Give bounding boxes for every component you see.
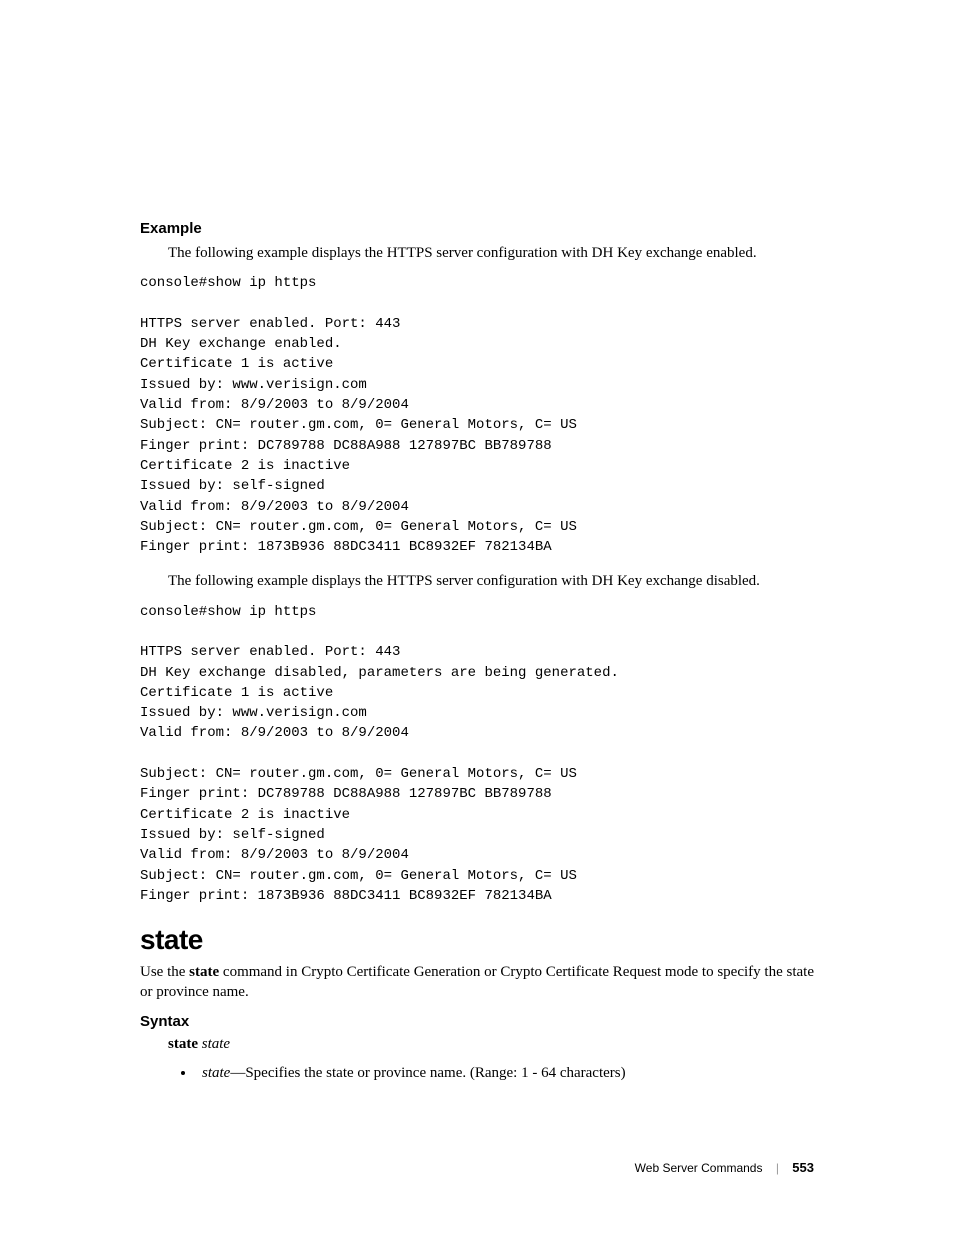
example-intro-2: The following example displays the HTTPS… [140,571,814,591]
syntax-line: state state [140,1036,814,1053]
state-desc-suffix: command in Crypto Certificate Generation… [140,964,814,1000]
example-code-1: console#show ip https HTTPS server enabl… [140,273,814,557]
footer-section-title: Web Server Commands [635,1161,763,1175]
parameter-list: state—Specifies the state or province na… [140,1063,814,1083]
example-intro-1: The following example displays the HTTPS… [140,243,814,263]
syntax-heading: Syntax [140,1013,814,1030]
example-code-2: console#show ip https HTTPS server enabl… [140,602,814,906]
page-content: Example The following example displays t… [0,0,954,1083]
footer-separator: | [776,1161,779,1175]
state-command-heading: state [140,924,814,956]
state-desc-bold: state [189,964,219,980]
syntax-keyword: state [168,1036,198,1052]
footer-page-number: 553 [792,1160,814,1175]
example-heading: Example [140,220,814,237]
parameter-item: state—Specifies the state or province na… [196,1063,814,1083]
state-description: Use the state command in Crypto Certific… [140,962,814,1003]
state-desc-prefix: Use the [140,964,189,980]
page-footer: Web Server Commands | 553 [0,1160,954,1175]
syntax-param: state [202,1036,230,1052]
param-name: state [202,1065,230,1081]
param-desc: —Specifies the state or province name. (… [230,1065,625,1081]
